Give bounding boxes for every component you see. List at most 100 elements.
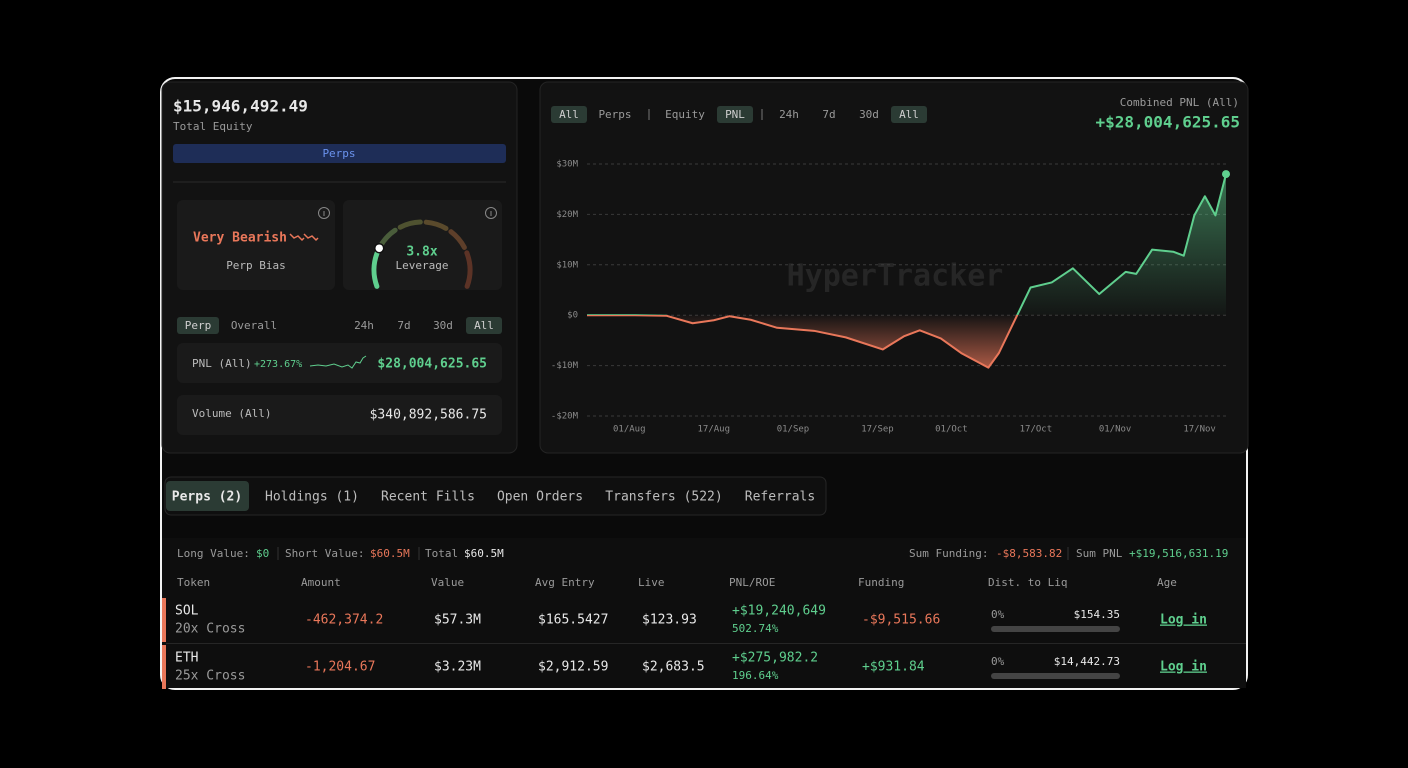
leverage-caption: Leverage (396, 259, 449, 272)
column-header: Dist. to Liq (988, 576, 1067, 589)
info-icon[interactable] (318, 207, 330, 219)
chart-filter[interactable]: Equity (665, 108, 705, 121)
leverage-gauge (371, 219, 473, 289)
period-tab[interactable]: All (474, 319, 494, 332)
tab[interactable]: Referrals (745, 490, 815, 505)
chart-filter[interactable]: 30d (859, 108, 879, 121)
value: $3.23M (434, 660, 481, 675)
liq-distance: 0% (991, 608, 1005, 621)
live-price: $2,683.5 (642, 660, 705, 675)
liq-price: $14,442.73 (1054, 655, 1120, 668)
y-tick-label: -$10M (551, 361, 579, 371)
chart-filter[interactable]: 7d (822, 108, 835, 121)
chart-filter[interactable]: All (899, 108, 919, 121)
scope-tab[interactable]: Perp (185, 319, 212, 332)
y-tick-label: $20M (556, 210, 578, 220)
gauge-segment (397, 219, 423, 230)
chart-filter[interactable]: PNL (725, 108, 745, 121)
x-tick-label: 01/Nov (1099, 425, 1132, 435)
avg-entry: $2,912.59 (538, 660, 608, 675)
amount: -1,204.67 (305, 660, 375, 675)
period-tab-active[interactable] (466, 317, 502, 334)
info-icon[interactable] (485, 207, 497, 219)
filter-active[interactable] (891, 106, 927, 123)
pnl-sparkline (309, 355, 367, 369)
volume-label: Volume (All) (192, 407, 271, 420)
summary-value: +$19,516,631.19 (1129, 547, 1228, 560)
tab[interactable]: Holdings (1) (265, 490, 359, 505)
scope-tab[interactable]: Overall (231, 319, 277, 332)
market-tab[interactable] (173, 144, 506, 163)
period-tab[interactable]: 7d (397, 319, 410, 332)
column-header: Amount (301, 576, 341, 589)
filter-active[interactable] (717, 106, 753, 123)
tab[interactable]: Open Orders (497, 490, 583, 505)
liq-price: $154.35 (1074, 608, 1120, 621)
leverage-value: 3.8x (406, 245, 437, 260)
scope-tab-active[interactable] (177, 317, 219, 334)
funding: +$931.84 (862, 660, 925, 675)
period-tab[interactable]: 30d (433, 319, 453, 332)
live-price: $123.93 (642, 613, 697, 628)
watermark: HyperTracker (787, 259, 1004, 294)
y-tick-label: $0 (567, 311, 578, 321)
summary-label: Short Value: (285, 547, 364, 560)
end-point (1222, 170, 1230, 179)
pnl: +$19,240,649 (732, 604, 826, 619)
roe: 196.64% (732, 669, 779, 682)
y-tick-label: $10M (556, 260, 578, 270)
x-tick-label: 17/Aug (697, 425, 730, 435)
total-equity: $15,946,492.49 (173, 97, 308, 116)
amount: -462,374.2 (305, 613, 383, 628)
column-header: Avg Entry (535, 576, 595, 589)
chart-panel (539, 81, 1249, 454)
period-tab[interactable]: 24h (354, 319, 374, 332)
summary-value: -$8,583.82 (996, 547, 1062, 560)
chart-filter[interactable]: 24h (779, 108, 799, 121)
token: SOL (175, 604, 199, 619)
x-tick-label: 17/Nov (1183, 425, 1216, 435)
x-tick-label: 17/Oct (1020, 425, 1053, 435)
chart-filter[interactable]: All (559, 108, 579, 121)
column-header: Funding (858, 576, 904, 589)
bias-card (177, 200, 335, 290)
filter-active[interactable] (551, 106, 587, 123)
column-header: PNL/ROE (729, 576, 775, 589)
login-link[interactable]: Log in (1160, 660, 1207, 675)
summary-value: $0 (256, 547, 269, 560)
gauge-segment (448, 229, 467, 250)
tab[interactable]: Transfers (522) (605, 490, 722, 505)
positions-table (162, 538, 1246, 688)
summary-label: Total (425, 547, 458, 560)
bias-arrow (303, 233, 319, 242)
market-tab-label[interactable]: Perps (322, 147, 355, 160)
tab-active[interactable] (166, 481, 249, 511)
login-link[interactable]: Log in (1160, 613, 1207, 628)
leverage-card (343, 200, 502, 290)
gauge-pointer (373, 242, 385, 254)
chart-filter[interactable]: Perps (598, 108, 631, 121)
side-indicator (162, 598, 166, 642)
tab[interactable]: Recent Fills (381, 490, 475, 505)
gauge-segment (464, 250, 473, 289)
pnl-card (177, 343, 502, 383)
x-tick-label: 01/Sep (777, 425, 810, 435)
column-header: Age (1157, 576, 1177, 589)
bias-value: Very Bearish (193, 231, 287, 246)
volume-value: $340,892,586.75 (370, 408, 487, 423)
gauge-segment (371, 248, 381, 289)
pnl-chart: $30M $20M $10M $0 -$10M -$20M 01/Aug 17/Aug 01/S… (551, 160, 1230, 435)
y-tick-label: -$20M (551, 412, 579, 422)
y-tick-label: $30M (556, 160, 578, 170)
combined-label: Combined PNL (All) (1120, 96, 1239, 109)
summary-value: $60.5M (370, 547, 410, 560)
liq-bar (991, 626, 1120, 632)
x-tick-label: 01/Oct (935, 425, 968, 435)
pnl-line (587, 173, 1227, 369)
tab[interactable]: Perps (2) (172, 490, 242, 505)
column-header: Live (638, 576, 665, 589)
bias-arrow (289, 233, 305, 242)
combined-value: +$28,004,625.65 (1096, 113, 1241, 132)
